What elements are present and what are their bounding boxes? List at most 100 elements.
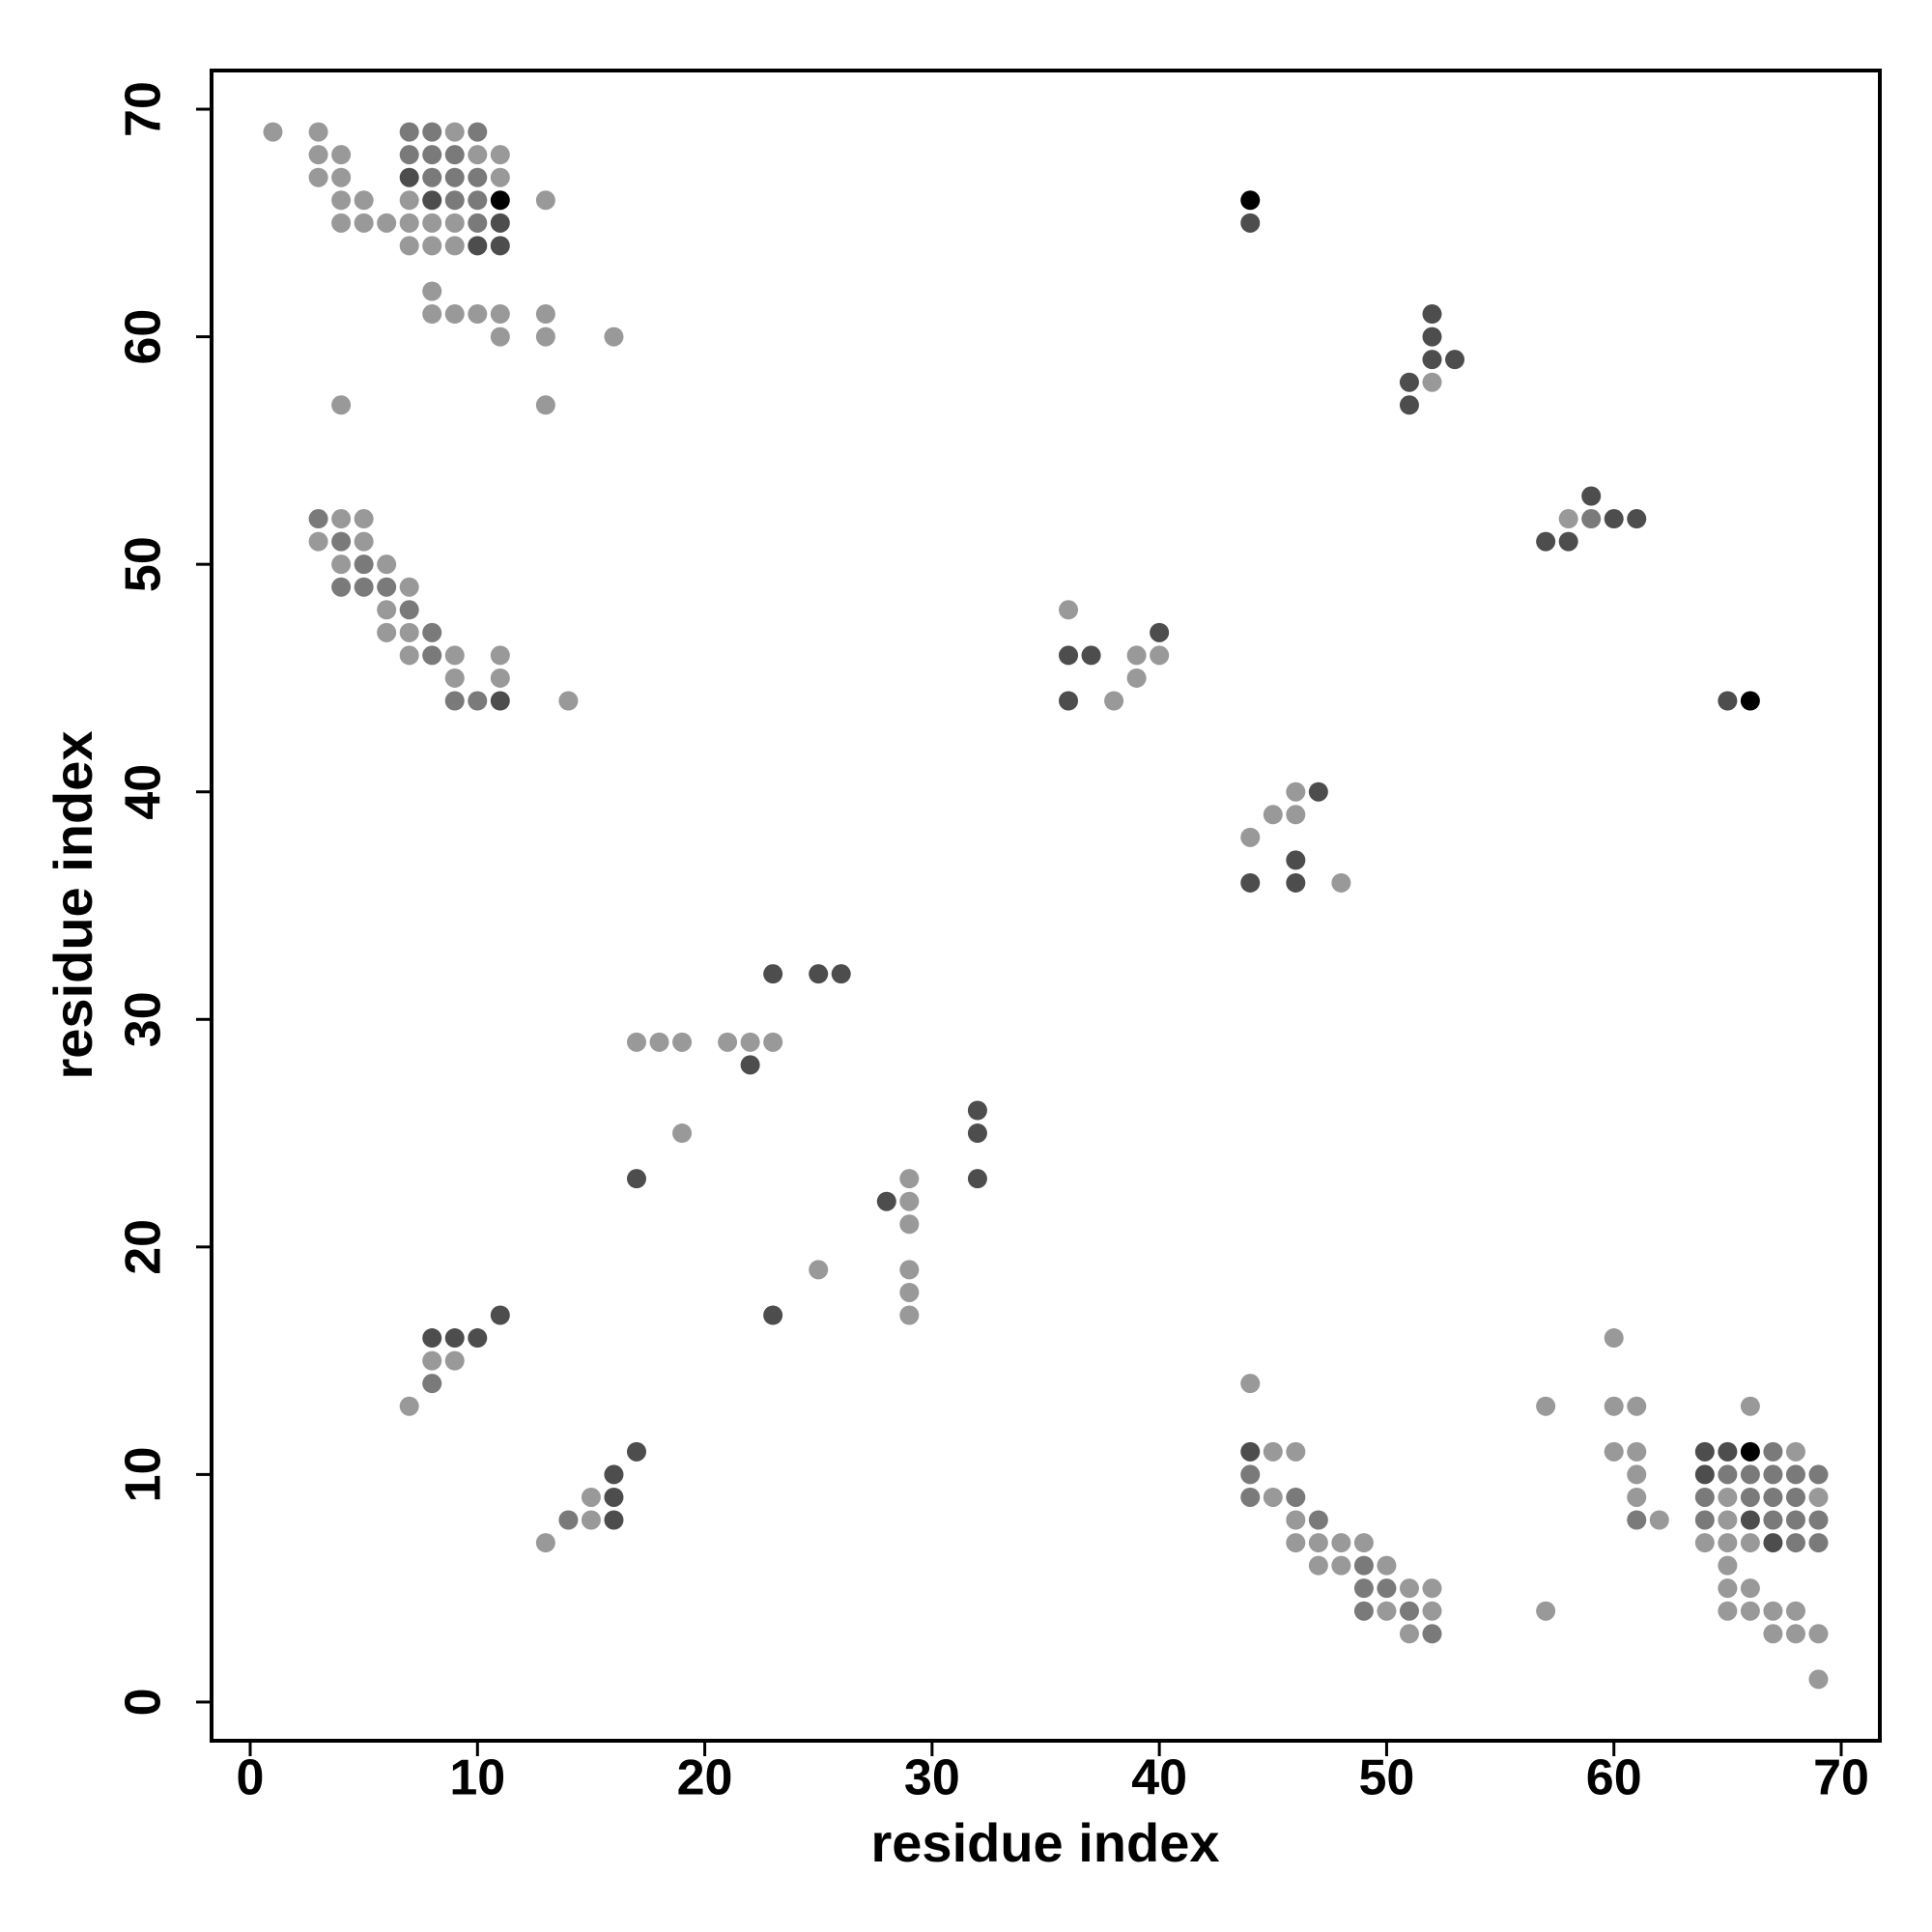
point — [1240, 827, 1261, 847]
point — [1763, 1487, 1783, 1507]
point — [468, 190, 488, 211]
point — [422, 1350, 442, 1371]
point — [399, 167, 419, 187]
point — [1604, 509, 1624, 529]
point — [1558, 509, 1578, 529]
point — [331, 577, 352, 597]
point — [1808, 1510, 1829, 1530]
point — [1059, 600, 1079, 620]
point — [331, 554, 352, 575]
point — [422, 122, 442, 142]
point — [1740, 1510, 1760, 1530]
point — [1740, 1601, 1760, 1621]
point — [558, 1510, 579, 1530]
point — [626, 1032, 646, 1052]
point — [967, 1123, 987, 1144]
point — [263, 122, 283, 142]
point — [809, 964, 829, 984]
point — [490, 668, 510, 688]
point — [626, 1169, 646, 1189]
point — [331, 395, 352, 415]
point — [1694, 1464, 1715, 1485]
point — [422, 281, 442, 301]
point — [1286, 1533, 1306, 1553]
point — [1740, 691, 1760, 711]
point — [399, 600, 419, 620]
point — [399, 622, 419, 642]
point — [422, 645, 442, 666]
point — [422, 167, 442, 187]
point — [1150, 645, 1170, 666]
point — [1785, 1601, 1805, 1621]
point — [444, 145, 465, 165]
point — [1308, 1533, 1328, 1553]
point — [1785, 1464, 1805, 1485]
point — [1353, 1555, 1374, 1576]
point — [490, 691, 510, 711]
y-tick-label: 70 — [116, 81, 172, 137]
point — [1059, 691, 1079, 711]
point — [672, 1123, 693, 1144]
point — [1718, 1441, 1738, 1462]
point — [354, 531, 374, 552]
point — [308, 145, 328, 165]
point — [399, 122, 419, 142]
point — [1604, 1441, 1624, 1462]
point — [535, 304, 555, 325]
point — [1353, 1578, 1374, 1599]
point — [1763, 1441, 1783, 1462]
point — [1763, 1464, 1783, 1485]
point — [1353, 1533, 1374, 1553]
point — [1399, 1624, 1419, 1644]
x-tick-label: 60 — [1586, 1750, 1642, 1806]
point — [1763, 1624, 1783, 1644]
x-tick-label: 30 — [904, 1750, 960, 1806]
point — [377, 600, 397, 620]
point — [1399, 372, 1419, 392]
point — [331, 145, 352, 165]
point — [468, 167, 488, 187]
point — [1763, 1601, 1783, 1621]
point — [1240, 190, 1261, 211]
point — [1308, 781, 1328, 802]
point — [1308, 1510, 1328, 1530]
point — [377, 577, 397, 597]
point — [1740, 1533, 1760, 1553]
point — [1627, 1396, 1647, 1416]
point — [581, 1487, 601, 1507]
point — [354, 509, 374, 529]
point — [740, 1055, 760, 1075]
point — [1694, 1533, 1715, 1553]
point — [444, 645, 465, 666]
point — [604, 327, 624, 347]
point — [1331, 1555, 1351, 1576]
point — [422, 213, 442, 233]
point — [1785, 1533, 1805, 1553]
point — [422, 1328, 442, 1349]
point — [967, 1169, 987, 1189]
y-axis-title: residue index — [43, 730, 103, 1079]
point — [490, 167, 510, 187]
point — [899, 1260, 920, 1280]
point — [422, 1374, 442, 1394]
point — [1604, 1328, 1624, 1349]
point — [1536, 531, 1556, 552]
point — [1331, 872, 1351, 893]
point — [1286, 1487, 1306, 1507]
point — [354, 554, 374, 575]
point — [1286, 781, 1306, 802]
point — [1808, 1669, 1829, 1690]
point — [1422, 304, 1442, 325]
y-tick-label: 0 — [116, 1688, 172, 1716]
point — [1263, 1441, 1283, 1462]
point — [490, 304, 510, 325]
y-tick-label: 40 — [116, 764, 172, 820]
point — [626, 1441, 646, 1462]
point — [1785, 1624, 1805, 1644]
point — [331, 190, 352, 211]
point — [422, 622, 442, 642]
point — [1785, 1441, 1805, 1462]
point — [331, 531, 352, 552]
y-tick-label: 10 — [116, 1446, 172, 1502]
point — [967, 1100, 987, 1121]
